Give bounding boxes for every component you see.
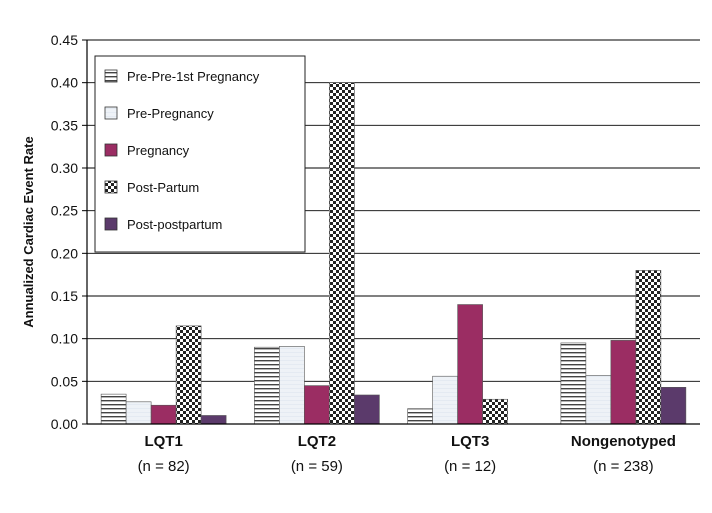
- x-category-subtitle: (n = 238): [593, 458, 653, 475]
- legend-label: Pregnancy: [127, 143, 190, 158]
- legend-label: Post-Partum: [127, 180, 199, 195]
- bar-nongenotyped-pregnancy: [610, 340, 637, 425]
- bar-lqt1-post-partum: [175, 325, 202, 425]
- x-category-label: LQT2: [298, 433, 336, 450]
- bar-nongenotyped-post-partum: [635, 270, 662, 425]
- legend-swatch: [104, 217, 118, 231]
- y-tick-label: 0.05: [51, 373, 78, 389]
- bar-lqt3-pre-pre-1st-pregnancy: [407, 408, 433, 425]
- bar-lqt3-pregnancy: [457, 304, 483, 425]
- bar-lqt2-post-partum: [329, 82, 355, 425]
- legend-label: Pre-Pregnancy: [127, 106, 214, 121]
- bar-lqt1-pre-pre-1st-pregnancy: [100, 393, 127, 425]
- y-tick-label: 0.30: [51, 160, 78, 176]
- y-tick-label: 0.10: [51, 331, 78, 347]
- bar-lqt2-post-postpartum: [354, 394, 380, 425]
- legend-swatch: [104, 69, 118, 83]
- bar-nongenotyped-pre-pre-1st-pregnancy: [560, 342, 587, 425]
- bar-lqt1-post-postpartum: [200, 415, 227, 425]
- x-category-label: LQT1: [144, 433, 182, 450]
- legend-swatch: [104, 143, 118, 157]
- x-category-subtitle: (n = 82): [138, 458, 190, 475]
- y-tick-label: 0.40: [51, 75, 78, 91]
- legend-label: Pre-Pre-1st Pregnancy: [127, 69, 260, 84]
- y-axis-ticks: 0.00 0.05 0.10 0.15 0.20 0.25 0.30 0.35 0.40 0.45: [51, 32, 87, 432]
- bar-lqt2-pre-pre-1st-pregnancy: [254, 346, 280, 425]
- x-category-label: Nongenotyped: [571, 433, 676, 450]
- legend-swatch: [104, 180, 118, 194]
- legend: Pre-Pre-1st Pregnancy Pre-Pregnancy Pregna…: [94, 55, 306, 253]
- y-tick-label: 0.15: [51, 288, 78, 304]
- y-axis-label: Annualized Cardiac Event Rate: [21, 136, 36, 327]
- y-tick-label: 0.20: [51, 245, 78, 261]
- y-tick-label: 0.25: [51, 203, 78, 219]
- y-tick-label: 0.45: [51, 32, 78, 48]
- bar-lqt1-pregnancy: [150, 404, 177, 425]
- bar-nongenotyped-post-postpartum: [660, 387, 687, 425]
- bar-lqt2-pre-pregnancy: [279, 346, 305, 425]
- bar-lqt1-pre-pregnancy: [125, 401, 152, 425]
- x-category-subtitle: (n = 12): [444, 458, 496, 475]
- bar-nongenotyped-pre-pregnancy: [585, 375, 612, 425]
- y-tick-label: 0.00: [51, 416, 78, 432]
- x-category-label: LQT3: [451, 433, 489, 450]
- bar-lqt2-pregnancy: [304, 385, 330, 425]
- legend-swatch: [104, 106, 118, 120]
- x-category-subtitle: (n = 59): [291, 458, 343, 475]
- x-axis-labels: LQT1 (n = 82) LQT2 (n = 59) LQT3 (n = 12) Nong…: [138, 433, 676, 475]
- y-tick-label: 0.35: [51, 117, 78, 133]
- bar-lqt3-post-partum: [482, 398, 508, 425]
- bar-lqt3-pre-pregnancy: [432, 375, 458, 425]
- legend-label: Post-postpartum: [127, 217, 222, 232]
- legend-box: [94, 55, 306, 253]
- bars: [100, 82, 687, 425]
